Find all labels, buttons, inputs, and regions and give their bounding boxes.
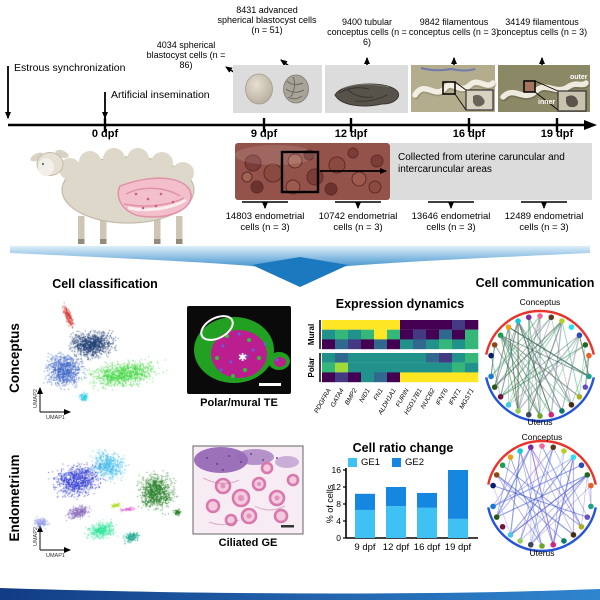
- row-label-endometrium: Endometrium: [7, 454, 22, 542]
- ge1-swatch: [348, 458, 357, 467]
- svg-text:19 dpf: 19 dpf: [445, 542, 472, 553]
- endometrial-sample-count: 12489 endometrial cells (n = 3): [504, 211, 584, 233]
- section-divider-arrow: [10, 246, 590, 287]
- svg-text:0: 0: [336, 533, 341, 543]
- asterisk-marker: ✱: [238, 352, 247, 364]
- dpf-tick-label: 9 dpf: [250, 128, 278, 140]
- endometrium-umap-plot: [30, 438, 185, 556]
- ge1-label: GE1: [361, 457, 381, 468]
- dpf-tick-label: 12 dpf: [334, 128, 368, 140]
- cell-ratio-bar-chart: 0 4 8 12 16 9 dpf 12 dpf 16 dpf 19 dpf % of cells: [326, 466, 478, 553]
- conceptus-sample-count: 4034 spherical blastocyst cells (n = 86): [146, 40, 226, 71]
- endometrial-sample-count: 13646 endometrial cells (n = 3): [411, 211, 491, 233]
- dpf-tick-label: 16 dpf: [452, 128, 486, 140]
- bottom-accent-band: [0, 588, 600, 600]
- gene-label: FN1: [373, 387, 385, 401]
- event-estrous-synchronization: Estrous synchronization: [14, 62, 126, 74]
- svg-text:16: 16: [332, 466, 342, 475]
- section-header-cell-communication: Cell communication: [475, 276, 595, 290]
- chord2-uterus-label: Uterus: [529, 548, 555, 558]
- photo-label-inner: inner: [538, 99, 555, 106]
- cell-communication-circle-endometrium-row: [487, 439, 597, 553]
- chord1-conceptus-label: Conceptus: [519, 297, 561, 307]
- endometrial-sample-count: 14803 endometrial cells (n = 3): [225, 211, 305, 233]
- event-artificial-insemination: Artificial insemination: [111, 89, 210, 101]
- legend-ge1: GE1: [348, 457, 380, 468]
- section-header-cell-ratio-change: Cell ratio change: [352, 441, 454, 455]
- gene-label: BMP2: [344, 387, 359, 406]
- polar-region-outline: [200, 315, 234, 341]
- svg-text:% of cells: % of cells: [326, 484, 335, 523]
- svg-text:9 dpf: 9 dpf: [354, 542, 375, 553]
- timeline-arrowhead: [584, 120, 597, 130]
- sampling-region-box: [280, 150, 320, 194]
- photo-uterus: [235, 143, 390, 200]
- dpf-tick-label: 19 dpf: [540, 128, 574, 140]
- chord1-uterus-label: Uterus: [527, 417, 553, 427]
- photo-12dpf-conceptus: [325, 65, 408, 113]
- section-header-cell-classification: Cell classification: [52, 277, 158, 291]
- conceptus-sample-count: 9400 tubular conceptus cells (n = 6): [327, 17, 407, 48]
- conceptus-sample-count: 8431 advanced spherical blastocyst cells…: [217, 5, 317, 36]
- conceptus-umap-plot: [30, 300, 185, 418]
- heatmap-row-group-labels: Mural Polar: [307, 320, 321, 382]
- row-group-mural: Mural: [307, 324, 316, 345]
- photo-label-outer: outer: [570, 74, 588, 81]
- histology-image-ciliated-ge: [192, 445, 304, 535]
- svg-text:16 dpf: 16 dpf: [414, 542, 441, 553]
- svg-text:12 dpf: 12 dpf: [383, 542, 410, 553]
- svg-text:12: 12: [332, 482, 342, 492]
- endometrial-sample-arrows: [242, 201, 567, 209]
- caption-polar-mural-te: Polar/mural TE: [200, 397, 278, 409]
- legend-ge2: GE2: [392, 457, 424, 468]
- photo-16dpf-conceptus: [411, 65, 497, 112]
- scale-bar: [281, 525, 294, 528]
- gene-label: PDGFRA: [313, 388, 333, 415]
- photo-19dpf-conceptus: outer inner: [498, 65, 590, 112]
- note-band: [390, 143, 592, 200]
- gene-label: GATA4: [329, 387, 345, 408]
- endometrial-sample-count: 10742 endometrial cells (n = 3): [318, 211, 398, 233]
- row-group-polar: Polar: [307, 357, 316, 377]
- umap1-axis-label: UMAP1: [46, 415, 65, 421]
- row-label-conceptus: Conceptus: [7, 323, 22, 393]
- umap1-axis-label: UMAP1: [46, 553, 65, 559]
- ge2-label: GE2: [405, 457, 425, 468]
- ge2-swatch: [392, 458, 401, 467]
- section-header-expression-dynamics: Expression dynamics: [335, 297, 465, 311]
- dpf-tick-label: 0 dpf: [91, 128, 119, 140]
- conceptus-sample-count: 34149 filamentous conceptus cells (n = 3…: [496, 17, 588, 38]
- collection-note: Collected from uterine caruncular and in…: [398, 152, 565, 175]
- caption-ciliated-ge: Ciliated GE: [218, 537, 278, 549]
- scale-bar: [259, 383, 281, 386]
- svg-text:4: 4: [336, 516, 341, 526]
- photo-9dpf-blastocysts: [233, 65, 322, 113]
- cell-communication-circle-conceptus-row: [485, 309, 595, 423]
- fluorescence-image-polar-mural-te: ✱: [187, 306, 291, 394]
- chord2-conceptus-label: Conceptus: [521, 432, 563, 442]
- sheep-illustration: [30, 148, 195, 244]
- expression-heatmap-grid: [322, 320, 479, 383]
- uterus-diagram: [117, 177, 192, 218]
- gene-label: NID1: [358, 387, 372, 404]
- conceptus-sample-count: 9842 filamentous conceptus cells (n = 3): [408, 17, 500, 38]
- svg-text:8: 8: [336, 499, 341, 509]
